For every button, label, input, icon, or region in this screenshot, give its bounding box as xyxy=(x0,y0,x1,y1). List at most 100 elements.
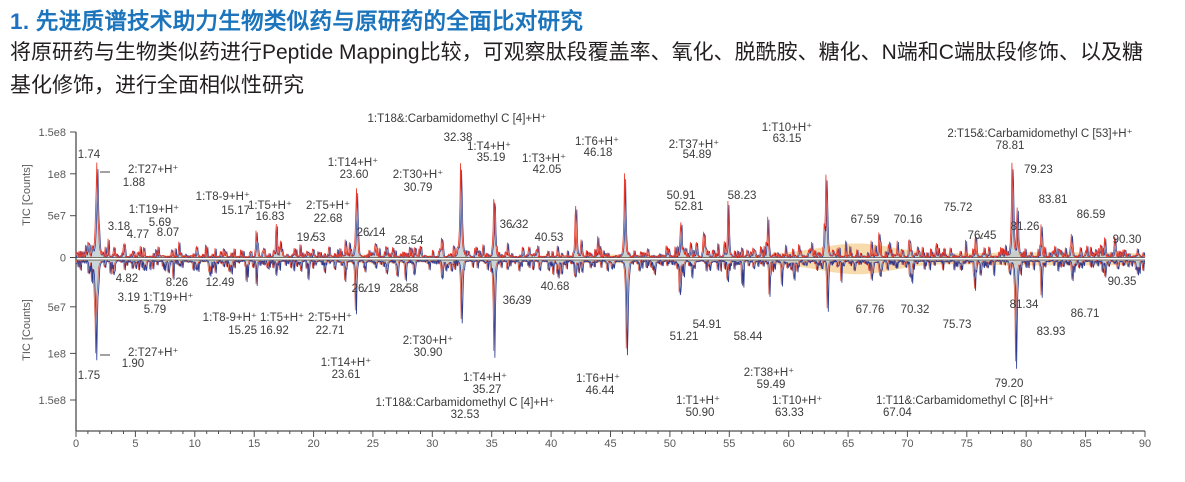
svg-text:35: 35 xyxy=(486,438,498,450)
svg-text:80: 80 xyxy=(1020,438,1032,450)
svg-text:58.44: 58.44 xyxy=(734,331,763,343)
svg-text:55: 55 xyxy=(723,438,735,450)
svg-text:52.81: 52.81 xyxy=(675,201,704,213)
svg-text:1:T19+H⁺: 1:T19+H⁺ xyxy=(143,292,194,304)
svg-text:46.44: 46.44 xyxy=(586,385,615,397)
svg-text:1.74: 1.74 xyxy=(78,149,101,161)
svg-text:15.17: 15.17 xyxy=(221,205,250,217)
svg-text:70.16: 70.16 xyxy=(894,214,923,226)
svg-text:90.30: 90.30 xyxy=(1113,234,1142,246)
svg-text:5: 5 xyxy=(132,438,138,450)
svg-text:46.18: 46.18 xyxy=(584,147,613,159)
svg-text:1:T11&:Carbamidomethyl C [8]+H: 1:T11&:Carbamidomethyl C [8]+H⁺ xyxy=(876,395,1054,407)
svg-text:2:T27+H⁺: 2:T27+H⁺ xyxy=(128,164,179,176)
svg-text:1:T19+H⁺: 1:T19+H⁺ xyxy=(129,204,180,216)
svg-text:50: 50 xyxy=(664,438,676,450)
svg-text:67.04: 67.04 xyxy=(883,407,912,419)
svg-text:1.90: 1.90 xyxy=(122,358,144,370)
svg-text:63.15: 63.15 xyxy=(773,133,802,145)
svg-text:32.53: 32.53 xyxy=(451,409,480,421)
svg-text:4.77: 4.77 xyxy=(127,229,149,241)
svg-text:81.34: 81.34 xyxy=(1010,299,1039,311)
svg-text:1:T18&:Carbamidomethyl C [4]+H: 1:T18&:Carbamidomethyl C [4]+H⁺ xyxy=(368,113,547,125)
svg-text:2:T15&:Carbamidomethyl C [53]+: 2:T15&:Carbamidomethyl C [53]+H⁺ xyxy=(947,128,1132,140)
svg-text:35.19: 35.19 xyxy=(477,152,506,164)
svg-text:30.79: 30.79 xyxy=(404,182,433,194)
svg-text:TIC [Counts]: TIC [Counts] xyxy=(21,164,33,226)
svg-text:35.27: 35.27 xyxy=(473,384,502,396)
svg-text:51.21: 51.21 xyxy=(670,331,699,343)
svg-text:23.61: 23.61 xyxy=(332,369,361,381)
svg-text:67.76: 67.76 xyxy=(856,304,885,316)
svg-text:15.25: 15.25 xyxy=(228,325,257,337)
svg-text:0: 0 xyxy=(60,253,66,265)
svg-text:30: 30 xyxy=(426,438,438,450)
svg-text:1:T10+H⁺: 1:T10+H⁺ xyxy=(772,395,823,407)
svg-text:2:T38+H⁺: 2:T38+H⁺ xyxy=(744,367,795,379)
svg-text:1:T4+H⁺: 1:T4+H⁺ xyxy=(463,372,507,384)
svg-text:70.32: 70.32 xyxy=(901,304,930,316)
svg-text:1.88: 1.88 xyxy=(123,177,145,189)
svg-text:1e8: 1e8 xyxy=(48,348,66,360)
svg-text:75: 75 xyxy=(961,438,973,450)
svg-text:4.82: 4.82 xyxy=(116,273,138,285)
svg-text:26.14: 26.14 xyxy=(357,227,386,239)
svg-text:75.73: 75.73 xyxy=(943,319,972,331)
svg-text:36.39: 36.39 xyxy=(503,295,532,307)
svg-text:85: 85 xyxy=(1079,438,1091,450)
svg-text:0: 0 xyxy=(73,438,79,450)
svg-text:90.35: 90.35 xyxy=(1108,276,1137,288)
svg-text:63.33: 63.33 xyxy=(775,407,804,419)
svg-text:78.81: 78.81 xyxy=(996,140,1025,152)
svg-text:59.49: 59.49 xyxy=(757,379,786,391)
svg-text:1:T8-9+H⁺: 1:T8-9+H⁺ xyxy=(196,191,250,203)
svg-text:2:T30+H⁺: 2:T30+H⁺ xyxy=(393,169,444,181)
svg-text:40.68: 40.68 xyxy=(541,281,570,293)
svg-text:1:T8-9+H⁺: 1:T8-9+H⁺ xyxy=(203,312,257,324)
svg-text:28.58: 28.58 xyxy=(390,283,419,295)
svg-text:23.60: 23.60 xyxy=(340,169,369,181)
svg-text:76.45: 76.45 xyxy=(968,230,997,242)
svg-text:70: 70 xyxy=(901,438,913,450)
svg-text:75.72: 75.72 xyxy=(944,202,973,214)
svg-text:3.19: 3.19 xyxy=(118,292,140,304)
svg-text:2:T5+H⁺: 2:T5+H⁺ xyxy=(306,200,350,212)
svg-text:50.90: 50.90 xyxy=(686,407,715,419)
svg-text:30.90: 30.90 xyxy=(414,347,443,359)
svg-text:65: 65 xyxy=(842,438,854,450)
svg-text:45: 45 xyxy=(604,438,616,450)
svg-text:8.07: 8.07 xyxy=(157,227,179,239)
svg-text:79.23: 79.23 xyxy=(1024,164,1053,176)
svg-text:1e8: 1e8 xyxy=(48,169,66,181)
svg-text:16.83: 16.83 xyxy=(256,211,285,223)
svg-text:22.71: 22.71 xyxy=(316,325,345,337)
svg-text:15: 15 xyxy=(248,438,260,450)
svg-text:86.71: 86.71 xyxy=(1071,308,1100,320)
svg-text:1:T18&:Carbamidomethyl C [4]+H: 1:T18&:Carbamidomethyl C [4]+H⁺ xyxy=(376,397,555,409)
svg-text:54.91: 54.91 xyxy=(693,319,722,331)
svg-text:25: 25 xyxy=(367,438,379,450)
svg-text:5e7: 5e7 xyxy=(48,211,66,223)
svg-text:1:T14+H⁺: 1:T14+H⁺ xyxy=(321,357,372,369)
svg-text:81.26: 81.26 xyxy=(1011,221,1040,233)
svg-text:40.53: 40.53 xyxy=(535,232,564,244)
svg-text:60: 60 xyxy=(783,438,795,450)
svg-text:1.5e8: 1.5e8 xyxy=(38,127,66,139)
svg-text:36.32: 36.32 xyxy=(500,219,529,231)
svg-text:1:T14+H⁺: 1:T14+H⁺ xyxy=(328,157,379,169)
svg-text:83.81: 83.81 xyxy=(1039,194,1068,206)
svg-text:79.20: 79.20 xyxy=(995,378,1024,390)
svg-text:12.49: 12.49 xyxy=(206,277,235,289)
svg-text:20: 20 xyxy=(307,438,319,450)
svg-text:16.92: 16.92 xyxy=(260,325,289,337)
svg-text:83.93: 83.93 xyxy=(1037,326,1066,338)
svg-text:TIC [Counts]: TIC [Counts] xyxy=(21,299,33,361)
svg-text:5e7: 5e7 xyxy=(48,302,66,314)
svg-text:19.53: 19.53 xyxy=(297,232,326,244)
svg-text:1:T6+H⁺: 1:T6+H⁺ xyxy=(576,373,620,385)
svg-text:1.75: 1.75 xyxy=(78,370,100,382)
svg-text:86.59: 86.59 xyxy=(1077,209,1106,221)
svg-text:22.68: 22.68 xyxy=(314,213,343,225)
svg-text:1:T1+H⁺: 1:T1+H⁺ xyxy=(676,395,720,407)
svg-text:1.5e8: 1.5e8 xyxy=(38,395,66,407)
